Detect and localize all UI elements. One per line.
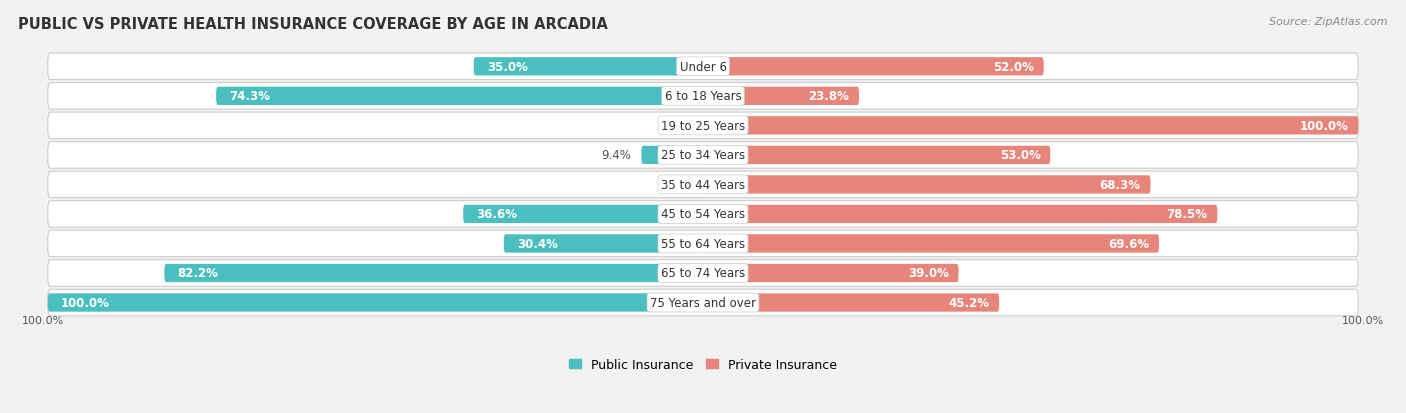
Text: Under 6: Under 6 [679, 61, 727, 74]
Text: 65 to 74 Years: 65 to 74 Years [661, 267, 745, 280]
FancyBboxPatch shape [48, 172, 1358, 198]
Text: 0.0%: 0.0% [664, 178, 693, 192]
FancyBboxPatch shape [703, 294, 1000, 312]
Text: 30.4%: 30.4% [517, 237, 558, 250]
FancyBboxPatch shape [48, 83, 1358, 110]
FancyBboxPatch shape [217, 88, 703, 106]
Text: 52.0%: 52.0% [993, 61, 1033, 74]
Text: 19 to 25 Years: 19 to 25 Years [661, 120, 745, 133]
FancyBboxPatch shape [703, 117, 1358, 135]
Text: 82.2%: 82.2% [177, 267, 218, 280]
Text: 6 to 18 Years: 6 to 18 Years [665, 90, 741, 103]
FancyBboxPatch shape [703, 88, 859, 106]
Text: 0.0%: 0.0% [664, 120, 693, 133]
FancyBboxPatch shape [703, 205, 1218, 223]
FancyBboxPatch shape [463, 205, 703, 223]
Text: 100.0%: 100.0% [60, 296, 110, 309]
FancyBboxPatch shape [703, 58, 1043, 76]
Text: 100.0%: 100.0% [21, 315, 63, 325]
FancyBboxPatch shape [503, 235, 703, 253]
FancyBboxPatch shape [474, 58, 703, 76]
Text: 45.2%: 45.2% [948, 296, 990, 309]
Text: 23.8%: 23.8% [808, 90, 849, 103]
Text: Source: ZipAtlas.com: Source: ZipAtlas.com [1270, 17, 1388, 26]
FancyBboxPatch shape [48, 142, 1358, 169]
FancyBboxPatch shape [48, 113, 1358, 139]
Text: 69.6%: 69.6% [1108, 237, 1149, 250]
Text: 53.0%: 53.0% [1000, 149, 1040, 162]
Text: 74.3%: 74.3% [229, 90, 270, 103]
FancyBboxPatch shape [48, 54, 1358, 81]
Text: 9.4%: 9.4% [602, 149, 631, 162]
Text: 39.0%: 39.0% [908, 267, 949, 280]
Text: 100.0%: 100.0% [1299, 120, 1348, 133]
Text: 100.0%: 100.0% [1343, 315, 1385, 325]
Text: 75 Years and over: 75 Years and over [650, 296, 756, 309]
Text: 35.0%: 35.0% [486, 61, 527, 74]
Text: 45 to 54 Years: 45 to 54 Years [661, 208, 745, 221]
FancyBboxPatch shape [703, 146, 1050, 165]
FancyBboxPatch shape [48, 260, 1358, 287]
FancyBboxPatch shape [48, 201, 1358, 228]
FancyBboxPatch shape [703, 235, 1159, 253]
Text: 55 to 64 Years: 55 to 64 Years [661, 237, 745, 250]
Text: 25 to 34 Years: 25 to 34 Years [661, 149, 745, 162]
Text: 68.3%: 68.3% [1099, 178, 1140, 192]
Text: 35 to 44 Years: 35 to 44 Years [661, 178, 745, 192]
Text: PUBLIC VS PRIVATE HEALTH INSURANCE COVERAGE BY AGE IN ARCADIA: PUBLIC VS PRIVATE HEALTH INSURANCE COVER… [18, 17, 609, 31]
FancyBboxPatch shape [48, 290, 1358, 316]
FancyBboxPatch shape [703, 264, 959, 282]
Legend: Public Insurance, Private Insurance: Public Insurance, Private Insurance [564, 353, 842, 376]
Text: 36.6%: 36.6% [477, 208, 517, 221]
FancyBboxPatch shape [703, 176, 1150, 194]
FancyBboxPatch shape [48, 230, 1358, 257]
FancyBboxPatch shape [641, 146, 703, 165]
FancyBboxPatch shape [48, 294, 703, 312]
Text: 78.5%: 78.5% [1167, 208, 1208, 221]
FancyBboxPatch shape [165, 264, 703, 282]
